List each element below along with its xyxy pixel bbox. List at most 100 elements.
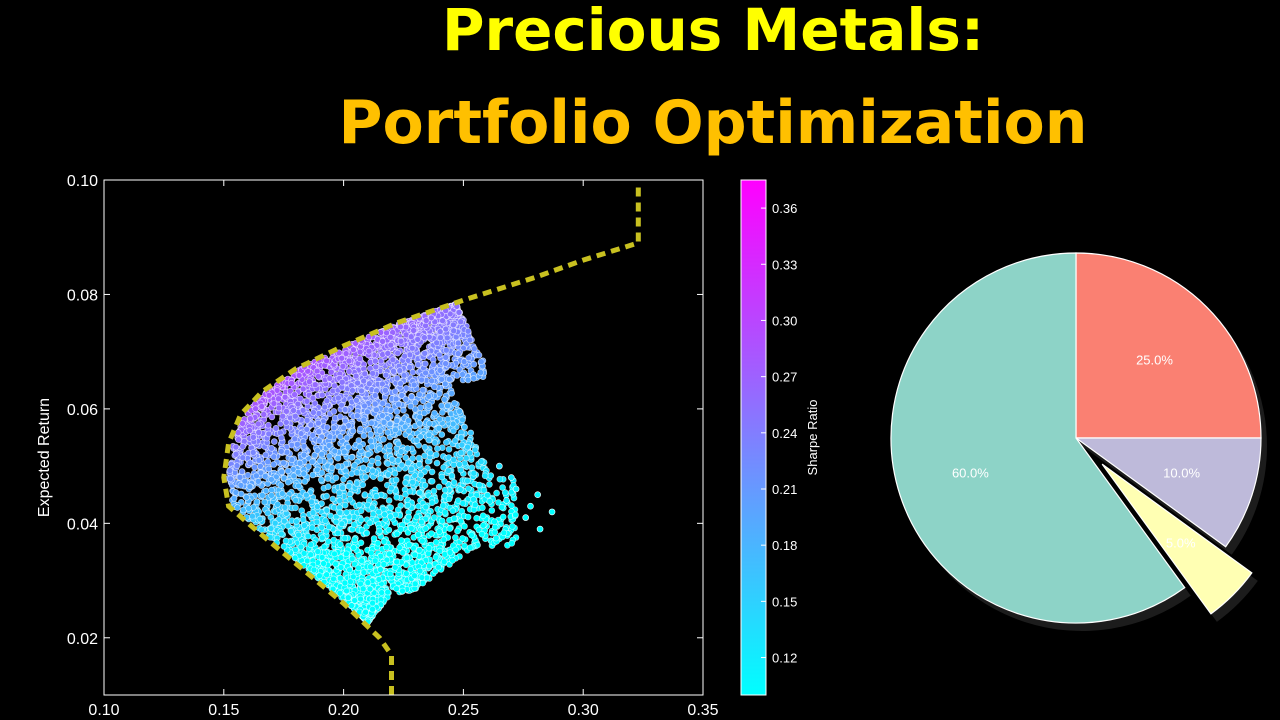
scatter-point [382, 386, 389, 394]
scatter-point [368, 443, 376, 450]
scatter-point [296, 459, 304, 467]
scatter-point [326, 452, 333, 460]
scatter-point [492, 534, 500, 542]
scatter-point [376, 527, 383, 535]
scatter-point [450, 479, 458, 486]
scatter-point [287, 527, 295, 535]
scatter-point [315, 437, 323, 445]
scatter-point [336, 541, 344, 548]
scatter-point [332, 474, 340, 482]
scatter-point [380, 418, 388, 426]
scatter-point [395, 400, 402, 408]
scatter-point [418, 574, 426, 581]
scatter-point [371, 357, 379, 365]
scatter-point [465, 485, 472, 492]
scatter-point [306, 378, 313, 386]
scatter-point [332, 518, 340, 526]
scatter-point [434, 445, 441, 452]
scatter-point [391, 388, 399, 395]
scatter-point [379, 399, 387, 407]
scatter-point [346, 495, 354, 503]
scatter-point [464, 513, 472, 521]
scatter-point [265, 465, 273, 473]
scatter-point [378, 589, 386, 596]
scatter-point [459, 535, 466, 542]
scatter-point [393, 374, 401, 382]
scatter-point [442, 439, 450, 446]
scatter-point [382, 371, 390, 379]
scatter-point [466, 544, 474, 552]
scatter-point [318, 524, 326, 531]
scatter-point [230, 495, 238, 502]
scatter-point [274, 501, 281, 508]
scatter-point [295, 482, 302, 490]
scatter-point [330, 408, 338, 415]
scatter-point [445, 445, 453, 453]
scatter-point [421, 443, 429, 451]
scatter-point [238, 468, 246, 475]
x-tick-label: 0.35 [687, 702, 718, 719]
pie-chart: 25.0% 10.0% 5.0% 60.0% [890, 252, 1267, 631]
scatter-point [446, 525, 454, 532]
scatter-point [411, 572, 418, 580]
scatter-point [405, 541, 413, 549]
scatter-point [408, 393, 415, 401]
scatter-point [301, 522, 308, 529]
scatter-point [503, 497, 510, 504]
scatter-point [268, 476, 275, 483]
scatter-point [445, 495, 453, 503]
scatter-point [318, 391, 326, 399]
scatter-point [284, 478, 292, 486]
scatter-point [347, 578, 354, 586]
scatter-point [393, 493, 401, 501]
scatter-point [323, 492, 330, 500]
scatter-point [270, 438, 278, 445]
scatter-point [270, 461, 278, 468]
scatter-point [254, 420, 262, 428]
scatter-point [402, 323, 410, 331]
scatter-point [336, 509, 344, 517]
scatter-point [425, 401, 433, 409]
scatter-point [348, 555, 356, 563]
scatter-point [372, 363, 380, 371]
scatter-point [468, 464, 476, 472]
y-axis-label: Expected Return [36, 398, 53, 517]
scatter-point [337, 574, 344, 582]
scatter-point [260, 411, 268, 418]
scatter-point [477, 358, 485, 366]
scatter-point [364, 451, 372, 458]
scatter-point [345, 482, 353, 490]
scatter-point [361, 402, 368, 410]
scatter-point [377, 566, 384, 573]
scatter-point [332, 560, 339, 568]
scatter-point [461, 542, 468, 550]
scatter-point [343, 550, 350, 558]
scatter-point [331, 550, 338, 558]
scatter-point [413, 513, 421, 521]
scatter-point [308, 524, 316, 532]
scatter-point [227, 475, 234, 483]
scatter-point [456, 461, 463, 468]
scatter-point [264, 458, 272, 466]
scatter-point [239, 454, 247, 462]
scatter-point [450, 321, 457, 329]
scatter-point [401, 352, 408, 360]
scatter-point [302, 491, 310, 499]
scatter-point [442, 360, 449, 367]
scatter-point [404, 417, 412, 424]
scatter-point [432, 451, 440, 459]
scatter-point [404, 501, 412, 509]
scatter-point [435, 563, 442, 571]
scatter-point [258, 403, 266, 410]
colorbar: 0.12 0.15 0.18 0.21 0.24 0.27 0.30 0.33 0.36 Shar… [740, 179, 820, 696]
scatter-point [261, 472, 269, 480]
scatter-point [315, 410, 323, 417]
scatter-point [427, 449, 434, 457]
scatter-point [365, 380, 373, 388]
scatter-point [481, 472, 489, 480]
scatter-point [440, 558, 448, 566]
scatter-point [397, 380, 404, 387]
scatter-point [375, 576, 383, 583]
x-tick-label: 0.15 [208, 702, 239, 719]
scatter-point [314, 548, 322, 555]
